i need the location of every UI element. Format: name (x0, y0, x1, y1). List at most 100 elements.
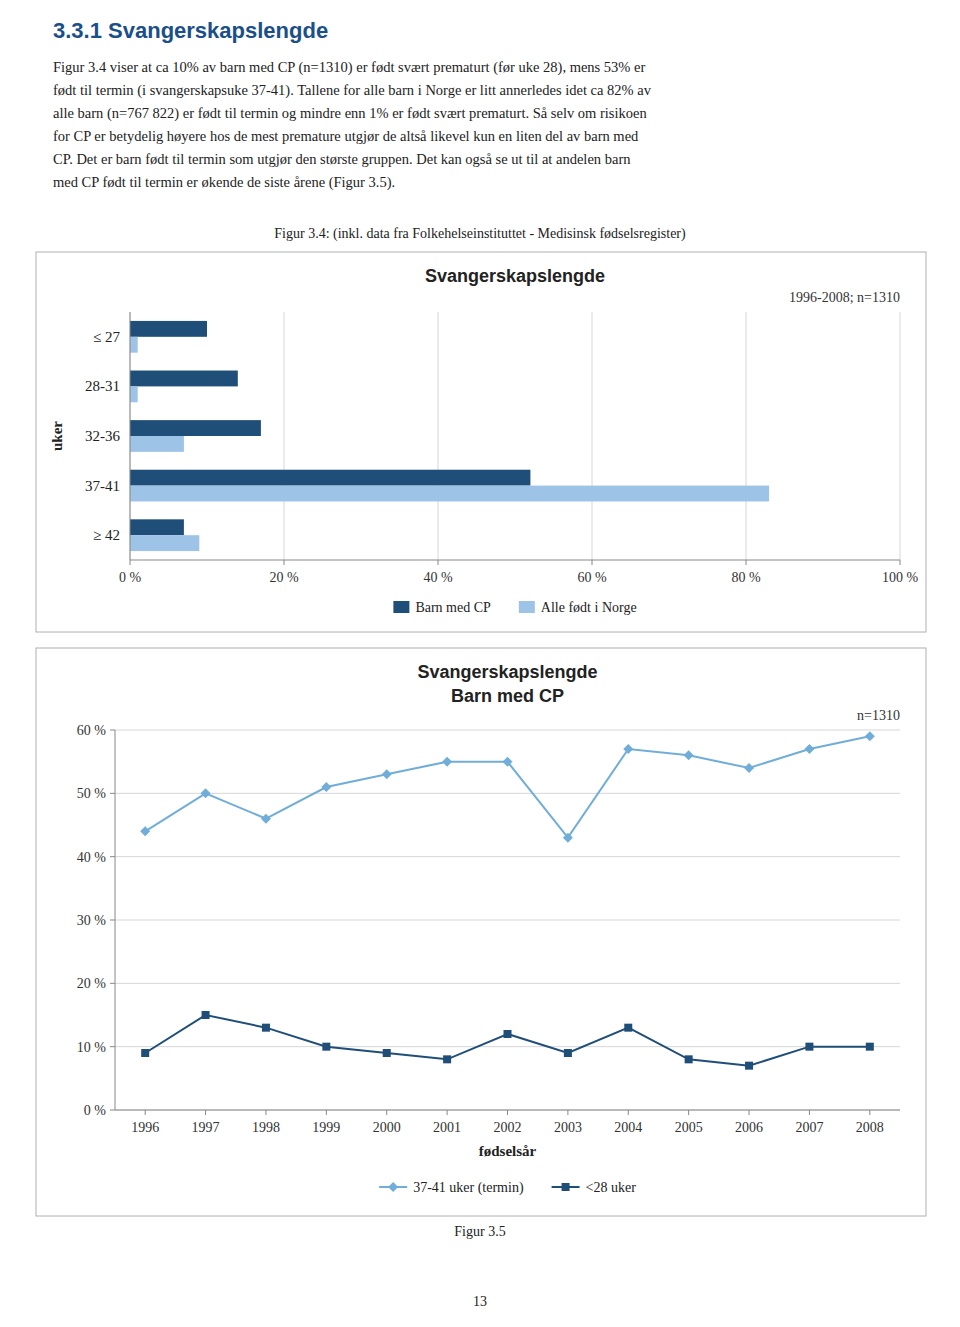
legend-item: <28 uker (552, 1180, 637, 1195)
marker (201, 788, 211, 798)
tick-mark (386, 1110, 387, 1115)
bar (130, 371, 238, 387)
marker (322, 1043, 330, 1051)
caption: Figur 3.4: (inkl. data fra Folkehelseins… (274, 226, 686, 242)
x-tick-label: 1997 (192, 1120, 220, 1135)
x-tick-label: 1999 (312, 1120, 340, 1135)
bar (130, 321, 207, 337)
x-axis-label: fødselsår (479, 1143, 537, 1159)
x-tick-label: 60 % (577, 570, 607, 585)
bar (130, 420, 261, 436)
marker (503, 757, 513, 767)
marker (866, 1043, 874, 1051)
y-tick-label: 20 % (77, 976, 107, 991)
x-axis-line (115, 1110, 900, 1111)
tick-mark (110, 793, 115, 794)
marker (865, 731, 875, 741)
y-tick-label: 60 % (77, 723, 107, 738)
marker (321, 782, 331, 792)
body-text: med CP født til termin er økende de sist… (53, 174, 395, 191)
lines (140, 731, 875, 1069)
y-tick-label: 10 % (77, 1040, 107, 1055)
grid-line (746, 312, 747, 560)
page: 3.3.1 SvangerskapslengdeFigur 3.4 viser … (0, 0, 960, 1327)
marker (805, 1043, 813, 1051)
legend-label: 37-41 uker (termin) (413, 1180, 524, 1196)
tick-mark (900, 560, 901, 565)
x-tick-label: 40 % (423, 570, 453, 585)
line-chart: SvangerskapslengdeBarn med CPn=13100 %10… (36, 648, 926, 1216)
marker (745, 1062, 753, 1070)
y-axis-line (130, 312, 131, 560)
legend-item: 37-41 uker (termin) (379, 1180, 524, 1196)
marker (624, 1024, 632, 1032)
bar-chart: Svangerskapslengde1996-2008; n=1310uker0… (36, 252, 926, 632)
x-tick-label: 1998 (252, 1120, 280, 1135)
x-tick-label: 100 % (882, 570, 919, 585)
marker (744, 763, 754, 773)
page-background (0, 0, 960, 1327)
x-tick-label: 2000 (373, 1120, 401, 1135)
tick-mark (110, 856, 115, 857)
x-tick-label: 2004 (614, 1120, 642, 1135)
marker (262, 1024, 270, 1032)
tick-mark (326, 1110, 327, 1115)
grid-line (115, 1046, 900, 1047)
grid-line (592, 312, 593, 560)
marker (685, 1055, 693, 1063)
marker (442, 757, 452, 767)
tick-mark (110, 983, 115, 984)
x-tick-label: 2005 (675, 1120, 703, 1135)
marker (804, 744, 814, 754)
grid-line (115, 983, 900, 984)
chart-title: Svangerskapslengde (417, 662, 597, 682)
marker (563, 833, 573, 843)
grid-line (284, 312, 285, 560)
tick-mark (628, 1110, 629, 1115)
x-tick-label: 0 % (119, 570, 142, 585)
body-text: for CP er betydelig høyere hos de mest p… (53, 128, 639, 144)
marker (202, 1011, 210, 1019)
panel (36, 252, 926, 632)
y-tick-label: 37-41 (85, 478, 120, 494)
x-tick-label: 2002 (494, 1120, 522, 1135)
tick-mark (567, 1110, 568, 1115)
x-tick-label: 2006 (735, 1120, 763, 1135)
tick-mark (809, 1110, 810, 1115)
x-tick-label: 2003 (554, 1120, 582, 1135)
tick-mark (265, 1110, 266, 1115)
body-text: CP. Det er barn født til termin som utgj… (53, 151, 631, 167)
legend-swatch (393, 601, 409, 613)
page-number: 13 (473, 1294, 487, 1309)
x-tick-label: 1996 (131, 1120, 159, 1135)
legend-label: <28 uker (586, 1180, 637, 1195)
y-tick-label: 50 % (77, 786, 107, 801)
chart-title: Barn med CP (451, 686, 564, 706)
legend-item: Barn med CP (393, 600, 491, 615)
bar (130, 519, 184, 535)
bar (130, 486, 769, 502)
y-tick-label: 28-31 (85, 378, 120, 394)
line (145, 1015, 870, 1066)
bar (130, 535, 199, 551)
grid-line (115, 793, 900, 794)
x-tick-label: 20 % (269, 570, 299, 585)
chart-subtitle: 1996-2008; n=1310 (789, 290, 900, 305)
marker (504, 1030, 512, 1038)
tick-mark (746, 560, 747, 565)
grid-line (115, 920, 900, 921)
grid-line (900, 312, 901, 560)
line (145, 736, 870, 837)
grid-line (115, 1110, 900, 1111)
bar (130, 436, 184, 452)
tick-mark (869, 1110, 870, 1115)
y-axis-line (115, 730, 116, 1110)
y-tick-label: ≤ 27 (93, 329, 120, 345)
bars (130, 321, 769, 551)
y-tick-label: 40 % (77, 850, 107, 865)
chart-subtitle: n=1310 (857, 708, 900, 723)
tick-mark (130, 560, 131, 565)
x-tick-label: 2008 (856, 1120, 884, 1135)
marker (140, 826, 150, 836)
bar (130, 386, 138, 402)
